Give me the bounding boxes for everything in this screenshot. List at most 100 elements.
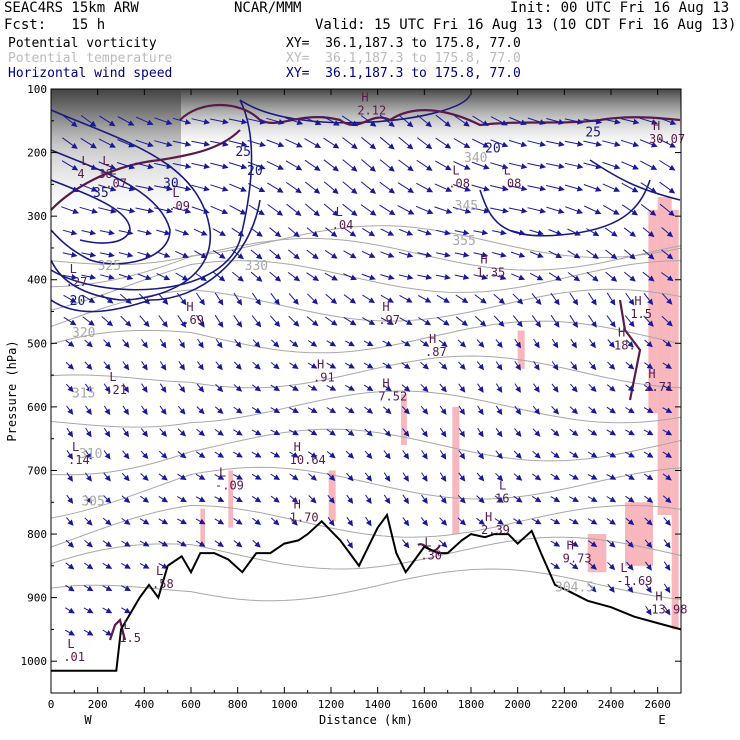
x-tick-label: 1000: [271, 698, 298, 711]
wind-arrow: [416, 182, 434, 193]
wind-arrow: [289, 362, 299, 369]
theta-isentrope: [51, 260, 681, 311]
wind-arrow: [551, 383, 559, 393]
wind-arrow: [196, 361, 204, 371]
wind-arrow: [342, 137, 358, 150]
wind-arrow: [270, 451, 281, 458]
wind-arrow: [476, 517, 485, 526]
wind-arrow: [527, 162, 547, 170]
wind-arrow: [307, 429, 318, 436]
wind-arrow: [607, 583, 615, 593]
wind-arrow: [473, 274, 489, 280]
wind-arrow: [102, 585, 113, 591]
wind-arrow: [85, 450, 92, 460]
wind-arrow: [402, 517, 410, 527]
wind-arrow: [363, 340, 374, 347]
wind-arrow: [659, 181, 676, 194]
wind-arrow: [420, 428, 428, 438]
wind-arrow: [140, 473, 149, 481]
wind-arrow: [193, 228, 208, 236]
wind-arrow: [436, 229, 451, 236]
legend-pv-xy: XY= 36.1,187.3 to 175.8, 77.0: [286, 36, 521, 51]
extremum-letter: L: [452, 164, 459, 178]
wind-arrow: [289, 517, 298, 526]
wind-arrow: [215, 383, 224, 393]
wind-arrow: [434, 160, 452, 171]
wind-arrow: [662, 384, 673, 391]
wind-arrow: [177, 540, 187, 547]
wind-arrow: [61, 183, 79, 192]
wind-arrow: [65, 361, 75, 370]
wind-arrow: [191, 184, 210, 192]
wind-arrow: [659, 203, 675, 217]
wind-arrow: [102, 562, 113, 569]
wind-arrow: [346, 472, 354, 482]
wind-arrow: [476, 450, 484, 460]
wind-arrow: [159, 383, 167, 393]
wind-arrow: [135, 139, 154, 148]
extremum-value: 18.: [614, 339, 636, 353]
wind-arrow: [401, 362, 411, 370]
wind-arrow: [644, 362, 654, 370]
wind-arrow: [325, 316, 338, 326]
y-tick-label: 400: [27, 274, 47, 287]
extremum-value: .21: [105, 383, 127, 397]
wind-arrow: [361, 159, 376, 172]
wind-arrow: [644, 561, 652, 571]
wind-arrow: [546, 163, 565, 170]
wind-arrow: [438, 539, 448, 548]
wind-arrow: [343, 227, 357, 237]
wind-arrow: [663, 517, 671, 526]
wind-arrow: [307, 384, 318, 391]
wind-arrow: [477, 405, 484, 416]
wind-arrow: [533, 383, 540, 393]
wind-arrow: [399, 294, 413, 303]
wind-arrow: [402, 428, 410, 437]
extremum-letter: L: [67, 637, 74, 651]
wind-arrow: [286, 181, 302, 194]
wind-arrow: [569, 473, 579, 480]
wind-arrow: [662, 495, 672, 504]
wind-arrow: [532, 405, 541, 415]
wind-arrow: [308, 473, 317, 481]
wind-arrow: [420, 383, 429, 393]
wind-arrow: [421, 472, 428, 482]
wind-arrow: [214, 314, 224, 328]
wind-arrow: [640, 203, 657, 216]
wind-arrow: [178, 383, 186, 393]
pv-fill-patch: [401, 394, 407, 446]
wind-arrow: [477, 383, 484, 393]
wind-arrow: [229, 183, 247, 192]
wind-arrow: [120, 315, 132, 327]
wind-arrow: [122, 405, 129, 416]
wind-arrow: [270, 473, 281, 481]
extremum-letter: H: [567, 539, 574, 553]
wind-arrow: [398, 159, 414, 172]
wind-arrow: [473, 251, 489, 258]
wind-arrow: [100, 274, 115, 280]
wind-arrow: [550, 518, 561, 525]
wind-arrow: [360, 181, 377, 194]
wind-arrow: [121, 562, 131, 569]
wind-arrow: [495, 472, 504, 482]
x-tick-label: 1600: [411, 698, 438, 711]
wind-arrow: [172, 163, 192, 170]
wind-arrow: [285, 138, 303, 148]
x-tick-label: 1400: [364, 698, 391, 711]
wind-arrow: [416, 137, 433, 150]
wind-arrow: [564, 118, 584, 125]
wind-arrow: [607, 339, 615, 348]
wind-arrow: [639, 117, 658, 125]
wind-arrow: [326, 451, 336, 459]
wind-arrow: [191, 162, 211, 170]
wind-arrow: [172, 117, 192, 125]
wind-arrow: [662, 429, 673, 436]
wind-arrow: [195, 518, 206, 525]
y-tick-label: 700: [27, 464, 47, 477]
extremum-letter: L: [424, 535, 431, 549]
wind-arrow: [85, 405, 92, 416]
wind-arrow: [326, 362, 337, 369]
wind-arrow: [324, 249, 338, 259]
wind-arrow: [62, 114, 78, 128]
y-tick-label: 300: [27, 210, 47, 223]
